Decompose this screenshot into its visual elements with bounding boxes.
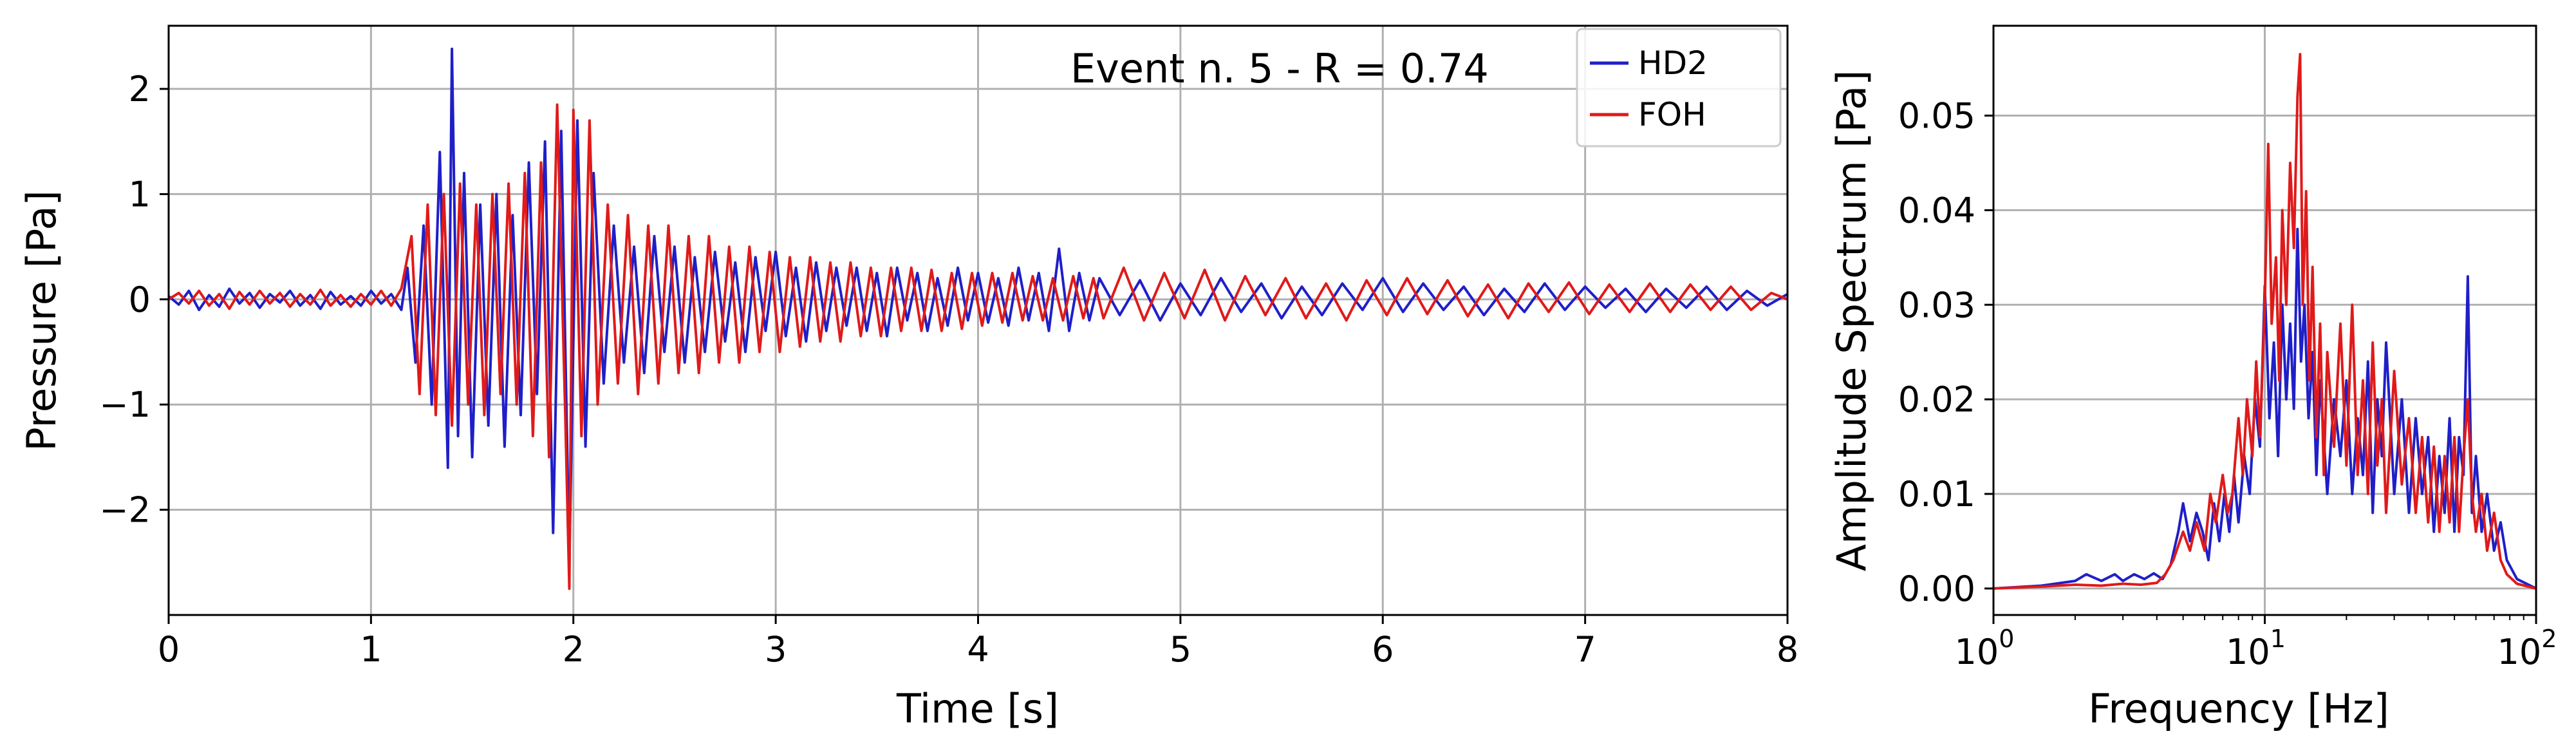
event-annotation: Event n. 5 - R = 0.74: [1070, 45, 1489, 92]
spectrum-x-tick-base: 10: [1955, 632, 1999, 672]
spectrum-x-axis-label: Frequency [Hz]: [2088, 685, 2389, 732]
time-series-y-ticks: −2 −1 0 1 2: [99, 69, 169, 531]
legend-label-hd2: HD2: [1638, 44, 1708, 82]
spectrum-y-tick-label: 0.04: [1898, 190, 1975, 231]
spectrum-line-hd2: [1993, 227, 2537, 590]
spectrum-x-tick-exponent: 0: [1999, 625, 2014, 653]
time-series-lines: [167, 47, 1788, 591]
time-series-y-tick-label: 2: [129, 69, 151, 109]
time-series-x-ticks: 0 1 2 3 4 5 6 7 8: [158, 615, 1798, 670]
spectrum-x-tick-exponent: 2: [2541, 625, 2557, 653]
time-series-y-tick-label: 1: [129, 174, 151, 214]
time-series-x-axis-label: Time [s]: [896, 685, 1059, 732]
spectrum-x-tick-base: 10: [2497, 632, 2542, 672]
spectrum-y-tick-label: 0.03: [1898, 285, 1975, 325]
spectrum-y-tick-label: 0.02: [1898, 379, 1975, 420]
spectrum-y-ticks: 0.00 0.01 0.02 0.03 0.04 0.05: [1898, 96, 1993, 609]
time-series-x-tick-label: 5: [1170, 629, 1191, 670]
time-series-line-foh: [167, 103, 1788, 591]
spectrum-x-tick-label: 102: [2497, 625, 2557, 672]
time-series-x-tick-label: 8: [1777, 629, 1798, 670]
time-series-x-tick-label: 6: [1372, 629, 1394, 670]
spectrum-line-foh: [1993, 53, 2537, 590]
spectrum-x-tick-exponent: 1: [2270, 625, 2286, 653]
time-series-x-tick-label: 4: [967, 629, 989, 670]
time-series-y-tick-label: −2: [99, 490, 151, 531]
spectrum-y-axis-label: Amplitude Spectrum [Pa]: [1828, 70, 1875, 572]
spectrum-panel: 100 101 102 0.000.010.020.030.040.05 Frequ…: [1828, 24, 2557, 732]
time-series-x-tick-label: 2: [563, 629, 584, 670]
time-series-panel: 0 1 2 3 4 5 6 7 8 −2 −1 0 1 2 Time [s] Pressure [Pa]…: [18, 24, 1798, 732]
spectrum-lines: [1993, 53, 2537, 590]
spectrum-x-tick-base: 10: [2226, 632, 2270, 672]
spectrum-y-tick-label: 0.01: [1898, 474, 1975, 515]
legend-box: [1576, 28, 1782, 147]
spectrum-x-tick-label: 101: [2226, 625, 2286, 672]
time-series-x-tick-label: 0: [158, 629, 180, 670]
time-series-grid: [167, 26, 1789, 615]
spectrum-x-ticks: 100 101 102: [1955, 615, 2557, 672]
legend: HD2 FOH: [1576, 28, 1782, 147]
spectrum-y-tick-label: 0.05: [1898, 96, 1975, 137]
spectrum-y-tick-label: 0.00: [1898, 569, 1975, 609]
time-series-line-hd2: [167, 47, 1788, 564]
time-series-x-tick-label: 3: [765, 629, 787, 670]
time-series-x-tick-label: 1: [360, 629, 382, 670]
spectrum-x-tick-label: 100: [1955, 625, 2015, 672]
time-series-y-tick-label: 0: [129, 279, 151, 320]
time-series-y-axis-label: Pressure [Pa]: [18, 190, 65, 451]
time-series-x-tick-label: 7: [1574, 629, 1596, 670]
time-series-y-tick-label: −1: [99, 384, 151, 425]
legend-label-foh: FOH: [1638, 96, 1706, 133]
